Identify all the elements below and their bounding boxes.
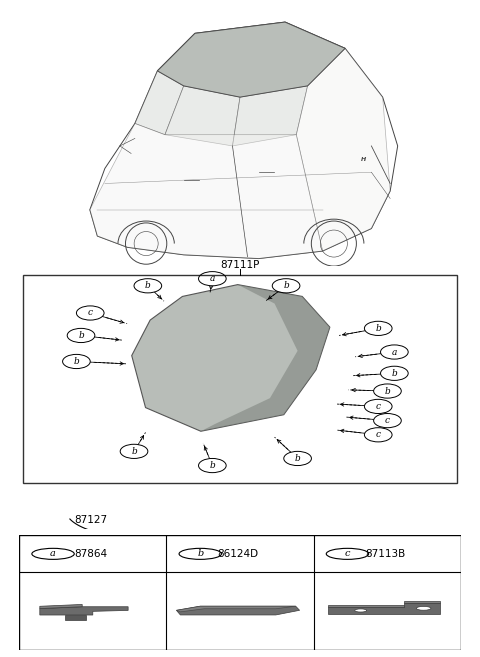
Text: b: b: [197, 549, 204, 558]
Text: b: b: [384, 386, 390, 396]
Polygon shape: [90, 124, 323, 259]
Polygon shape: [177, 606, 300, 615]
Text: a: a: [210, 274, 215, 283]
Text: 87113B: 87113B: [365, 549, 405, 559]
Text: b: b: [295, 454, 300, 463]
Text: 87864: 87864: [74, 549, 107, 559]
Polygon shape: [64, 615, 86, 620]
Polygon shape: [327, 602, 440, 614]
Polygon shape: [232, 86, 308, 146]
Text: 86124D: 86124D: [217, 549, 258, 559]
Text: c: c: [376, 430, 381, 440]
Polygon shape: [201, 284, 330, 431]
Polygon shape: [157, 22, 345, 97]
Polygon shape: [327, 605, 404, 607]
Polygon shape: [132, 284, 330, 431]
Text: a: a: [392, 348, 397, 357]
Text: H: H: [361, 156, 367, 162]
Polygon shape: [296, 49, 390, 251]
Text: c: c: [385, 416, 390, 425]
Polygon shape: [157, 22, 345, 97]
Circle shape: [416, 606, 431, 610]
Bar: [24, 275, 456, 484]
Polygon shape: [404, 600, 440, 602]
Polygon shape: [177, 606, 296, 612]
Text: b: b: [78, 331, 84, 340]
Text: c: c: [88, 309, 93, 317]
Text: b: b: [145, 281, 151, 290]
Polygon shape: [135, 71, 184, 135]
Text: 87111P: 87111P: [220, 260, 260, 269]
Text: c: c: [376, 402, 381, 411]
Text: b: b: [209, 461, 215, 470]
Polygon shape: [40, 604, 82, 608]
Text: b: b: [283, 281, 289, 290]
Text: c: c: [345, 549, 350, 558]
Circle shape: [355, 609, 367, 612]
Text: b: b: [73, 357, 79, 366]
Text: b: b: [375, 324, 381, 333]
Text: 87127: 87127: [74, 515, 107, 526]
Polygon shape: [40, 607, 128, 615]
Text: a: a: [50, 549, 56, 558]
Text: b: b: [131, 447, 137, 456]
Polygon shape: [165, 86, 240, 146]
Text: b: b: [392, 369, 397, 378]
